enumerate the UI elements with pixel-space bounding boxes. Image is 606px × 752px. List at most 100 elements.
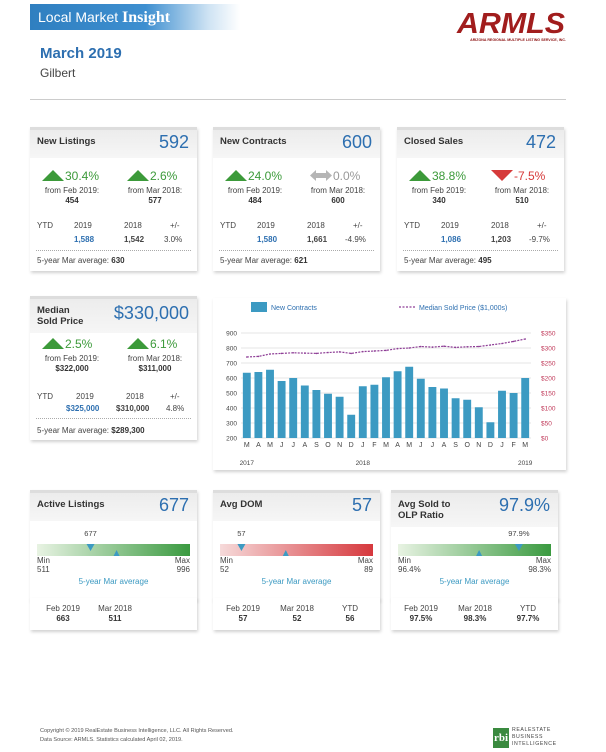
bar	[382, 377, 390, 438]
change-year-pct: 6.1%	[150, 337, 178, 351]
bar	[521, 378, 530, 438]
ytd-year2: 2018	[307, 221, 325, 230]
x-tick: M	[244, 442, 250, 449]
ytd-value1: 1,086	[441, 235, 462, 244]
line-point	[478, 345, 480, 348]
line-point	[246, 356, 248, 358]
line-point	[431, 346, 434, 348]
header-prefix: Local Market	[38, 9, 119, 25]
x-tick: M	[522, 442, 528, 449]
bar	[474, 407, 483, 438]
card-value: $330,000	[113, 303, 189, 323]
gauge-current-label: 677	[84, 529, 97, 538]
ytd-label: YTD	[404, 221, 420, 230]
gauge-min: Min 511	[37, 556, 50, 574]
from-year: from Mar 2018: 577	[127, 186, 183, 205]
ytd-value1: $325,000	[66, 404, 100, 413]
ytd-value2: 1,661	[307, 235, 328, 244]
x-tick: S	[314, 442, 319, 449]
line-point	[327, 351, 329, 354]
sold-to-olp-history: Feb 2019 97.5% Mar 2018 98.3% YTD 97.7%	[391, 598, 558, 630]
header-emphasis: Insight	[122, 9, 171, 26]
line-point	[408, 347, 410, 349]
gauge-max: Max 996	[174, 556, 190, 574]
ytd-value2: 1,542	[124, 235, 145, 244]
card-header: Closed Sales 472	[397, 130, 564, 158]
five-year-average: 5-year Mar average: 621	[220, 256, 308, 265]
dotted-divider	[36, 250, 191, 251]
bar	[509, 393, 518, 438]
bar	[289, 378, 298, 438]
ytd-label: YTD	[220, 221, 236, 230]
current-marker-icon	[237, 544, 246, 551]
down-arrow-icon	[491, 170, 513, 181]
x-tick: D	[488, 442, 493, 449]
y-tick-left: 500	[226, 391, 237, 398]
card-value: 600	[341, 132, 372, 152]
line-point	[385, 349, 387, 352]
from-year: from Mar 2018: 600	[310, 186, 366, 205]
change-year-pct: -7.5%	[514, 169, 546, 183]
legend-line-label: Median Sold Price ($1,000s)	[419, 305, 507, 312]
card-title: Median Sold Price	[37, 305, 84, 327]
bar	[440, 388, 448, 438]
x-year-label: 2017	[240, 460, 255, 467]
up-arrow-icon	[127, 338, 149, 349]
card-value: 472	[525, 132, 556, 152]
armls-logo-subtitle: ARIZONA REGIONAL MULTIPLE LISTING SERVIC…	[470, 38, 566, 42]
y-tick-right: $0	[541, 436, 549, 443]
card-title: Avg Sold to OLP Ratio	[398, 499, 451, 521]
average-marker-icon	[282, 550, 289, 556]
rbi-wordmark: REALESTATE BUSINESS INTELLIGENCE	[512, 727, 557, 747]
line-point	[443, 345, 445, 347]
line-point	[396, 347, 399, 350]
history-feb: Feb 2019 97.5%	[404, 604, 438, 623]
x-year-label: 2019	[518, 460, 533, 467]
line-point	[362, 350, 364, 353]
armls-logo-text: ARMLS	[456, 10, 566, 36]
ytd-year1: 2019	[441, 221, 459, 230]
gauge-avg-label: 5-year Mar average	[439, 577, 510, 586]
current-marker-icon	[514, 544, 523, 551]
from-month: from Feb 2019: $322,000	[44, 354, 100, 373]
y-tick-right: $300	[541, 346, 556, 353]
y-tick-right: $100	[541, 406, 556, 413]
change-year: 0.0%	[310, 169, 360, 183]
history-feb: Feb 2019 57	[226, 604, 260, 623]
x-tick: J	[291, 442, 295, 449]
y-tick-left: 800	[226, 346, 237, 353]
card-title: New Contracts	[220, 136, 287, 147]
bar	[486, 422, 495, 438]
y-tick-right: $250	[541, 361, 556, 368]
header-banner: Local Market Insight	[30, 4, 240, 30]
x-tick: O	[325, 442, 331, 449]
average-marker-icon	[476, 550, 483, 556]
card-title: Active Listings	[37, 499, 105, 510]
bar	[393, 371, 402, 438]
footer-source: Data Source: ARMLS. Statistics calculate…	[40, 737, 183, 743]
card-value: 677	[158, 495, 189, 515]
line-point	[420, 345, 422, 348]
dotted-divider	[219, 250, 374, 251]
ytd-diff: -9.7%	[529, 235, 550, 244]
title-divider	[30, 99, 566, 100]
ytd-label: YTD	[37, 392, 53, 401]
x-tick: O	[464, 442, 470, 449]
x-tick: A	[395, 442, 400, 449]
change-month: 24.0%	[225, 169, 282, 183]
x-tick: A	[256, 442, 261, 449]
card-value: 592	[158, 132, 189, 152]
card-header: Median Sold Price $330,000	[30, 299, 197, 333]
from-year: from Mar 2018: $311,000	[127, 354, 183, 373]
x-tick: A	[302, 442, 307, 449]
bar	[416, 378, 425, 438]
x-tick: J	[419, 442, 423, 449]
y-tick-left: 200	[226, 436, 237, 443]
ytd-label: YTD	[37, 221, 53, 230]
y-tick-right: $50	[541, 421, 552, 428]
y-tick-left: 600	[226, 376, 237, 383]
change-month-pct: 38.8%	[432, 169, 467, 183]
x-tick: M	[406, 442, 412, 449]
bar	[254, 372, 263, 438]
